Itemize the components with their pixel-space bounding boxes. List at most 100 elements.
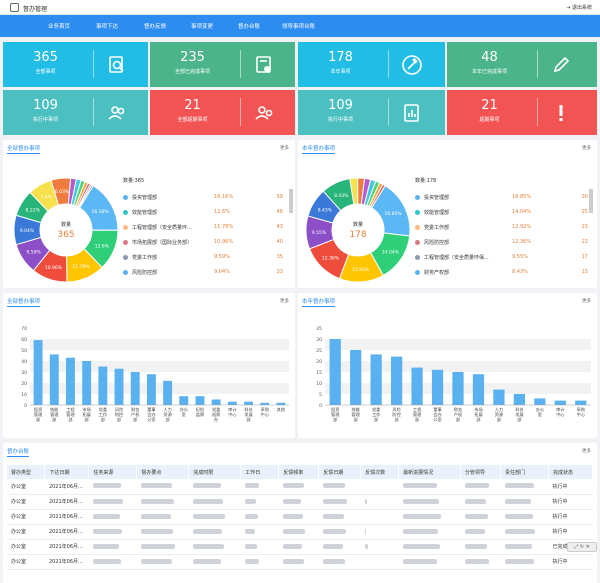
bar[interactable] <box>33 340 43 405</box>
table-row[interactable]: 办公室 2021年06月... 已完成 <box>7 539 593 555</box>
stat-card[interactable]: 109 执行中事项 <box>298 90 445 135</box>
column-header[interactable]: 督办要点 <box>136 465 190 479</box>
more-link[interactable]: 更多 <box>582 299 591 304</box>
pie-slice[interactable] <box>78 184 94 209</box>
legend-item[interactable]: 市场拓展部（国际业务部） 10.96% 40 <box>123 239 285 248</box>
stat-card[interactable]: 178 本年事项 <box>298 42 445 87</box>
bar[interactable] <box>82 361 92 405</box>
nav-item-change[interactable]: 事项变更 <box>191 24 214 30</box>
stat-card[interactable]: 48 本年已完成事项 <box>447 42 597 87</box>
more-link[interactable]: 更多 <box>582 146 591 151</box>
bar[interactable] <box>276 402 286 405</box>
legend-pct: 9.55% <box>512 254 528 260</box>
bar[interactable] <box>66 357 75 405</box>
column-header[interactable]: 责任部门 <box>500 465 549 479</box>
bar[interactable] <box>49 354 59 405</box>
column-header[interactable]: 工作日 <box>240 465 280 479</box>
bar[interactable] <box>350 350 362 405</box>
exclamation-icon <box>559 105 563 121</box>
legend-item[interactable]: 工程管理部（安全质量环保... 9.55% 17 <box>415 254 590 263</box>
stat-value: 365 <box>33 50 58 65</box>
table-row[interactable]: 办公室 2021年06月... 执行中 <box>7 524 593 540</box>
bar[interactable] <box>146 374 156 405</box>
bar[interactable] <box>370 354 382 405</box>
bar[interactable] <box>431 369 444 405</box>
bar[interactable] <box>575 400 587 405</box>
legend-item[interactable]: 效能管理部 12.6% 46 <box>123 209 285 218</box>
more-link[interactable]: 更多 <box>582 449 591 454</box>
legend-item[interactable]: 风险防控部 12.36% 22 <box>415 239 590 248</box>
cell-status: 执行中 <box>548 554 593 570</box>
column-header[interactable]: 下达日期 <box>44 465 90 479</box>
table-row[interactable]: 办公室 2021年06月... 执行中 <box>7 494 593 510</box>
legend-scrollbar[interactable] <box>289 189 293 213</box>
bar[interactable] <box>554 400 566 405</box>
column-header[interactable]: 反馈次数 <box>360 465 400 479</box>
bar[interactable] <box>411 367 423 405</box>
redacted-text <box>464 483 489 489</box>
legend-item[interactable]: 风险防控部 9.04% 33 <box>123 269 285 278</box>
stat-card[interactable]: 109 执行中事项 <box>3 90 148 135</box>
bar[interactable] <box>195 396 205 405</box>
bar[interactable] <box>260 402 270 405</box>
nav-item-home[interactable]: 业务首页 <box>48 24 71 30</box>
column-header[interactable]: 完成时限 <box>188 465 242 479</box>
column-header[interactable]: 反馈频率 <box>278 465 320 479</box>
bar[interactable] <box>244 401 253 405</box>
column-header[interactable]: 督办类型 <box>7 465 46 479</box>
stat-card[interactable]: 235 全部已完成事项 <box>150 42 295 87</box>
bar[interactable] <box>513 394 526 405</box>
column-header[interactable]: 反馈日期 <box>318 465 362 479</box>
legend-item[interactable]: 党委工作部 12.92% 23 <box>415 224 590 233</box>
legend-scrollbar[interactable] <box>589 189 593 213</box>
more-link[interactable]: 更多 <box>280 146 289 151</box>
legend-item[interactable]: 财务产权部 8.43% 15 <box>415 269 590 278</box>
bar[interactable] <box>98 366 108 406</box>
bar[interactable] <box>227 401 237 405</box>
y-tick-label: 30 <box>316 337 322 343</box>
bar[interactable] <box>472 374 485 405</box>
table-row[interactable]: 办公室 2021年06月... 执行中 <box>7 554 593 570</box>
logout-link[interactable]: ⇥ 退出系统 <box>566 5 592 11</box>
bar[interactable] <box>534 398 546 405</box>
legend-dot <box>415 195 420 200</box>
column-header[interactable]: 完成状态 <box>548 465 594 479</box>
column-header[interactable]: 分管领导 <box>460 465 502 479</box>
bar[interactable] <box>452 372 464 405</box>
bar[interactable] <box>493 389 505 405</box>
legend-count: 33 <box>276 269 283 275</box>
bar[interactable] <box>163 380 173 405</box>
pie-slice[interactable] <box>369 183 386 209</box>
slice-label: 7.4% <box>41 194 53 200</box>
column-header[interactable]: 任务来源 <box>88 465 138 479</box>
bar[interactable] <box>390 356 403 405</box>
table-row[interactable]: 办公室 2021年06月... 执行中 <box>7 479 593 495</box>
bar[interactable] <box>179 396 189 405</box>
legend-item[interactable]: 投资管理部 16.16% 59 <box>123 194 285 203</box>
column-header[interactable]: 最新进展情况 <box>398 465 462 479</box>
legend-item[interactable]: 投资管理部 16.85% 30 <box>415 194 590 203</box>
nav-item-feedback[interactable]: 督办反馈 <box>144 24 167 30</box>
stat-card[interactable]: 21 全部超期事项 <box>150 90 295 135</box>
float-tools[interactable]: ⤢ ↻ ✕ <box>567 542 597 552</box>
stat-card[interactable]: 365 全部事项 <box>3 42 148 87</box>
legend-item[interactable]: 党委工作部 9.59% 35 <box>123 254 285 263</box>
table-row[interactable]: 办公室 2021年06月... 执行中 <box>7 509 593 525</box>
legend-item[interactable]: 工程管理部（安全质量环... 11.78% 43 <box>123 224 285 233</box>
nav-item-leader-ledger[interactable]: 领导事项台账 <box>282 24 316 30</box>
redacted-text <box>364 528 366 534</box>
panel-title: 全部督办事项 <box>7 299 41 307</box>
bar[interactable] <box>114 368 124 405</box>
stat-card[interactable]: 21 超期事项 <box>447 90 597 135</box>
bar[interactable] <box>329 339 341 405</box>
more-link[interactable]: 更多 <box>280 299 289 304</box>
nav-item-ledger[interactable]: 督办台账 <box>238 24 261 30</box>
cell-redacted <box>278 479 319 495</box>
nav-item-assign[interactable]: 事项下达 <box>96 24 119 30</box>
bar[interactable] <box>211 399 221 406</box>
slice-label: 12.6% <box>95 243 110 249</box>
legend-item[interactable]: 效能管理部 14.04% 25 <box>415 209 590 218</box>
redacted-text <box>92 513 120 519</box>
bar[interactable] <box>130 372 140 405</box>
x-tick-label: 采购中心 <box>577 406 586 418</box>
